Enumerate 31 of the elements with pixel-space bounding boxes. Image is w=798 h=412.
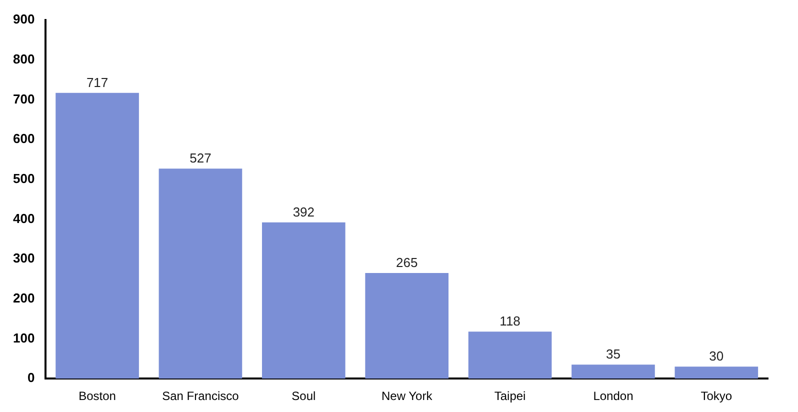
data-label: 118 [500, 314, 520, 329]
bar [365, 273, 449, 379]
y-tick-label: 300 [12, 250, 35, 266]
data-label: 527 [190, 150, 212, 166]
y-tick-label: 400 [12, 210, 35, 226]
x-tick-label: Tokyo [700, 389, 732, 404]
x-tick-label: Boston [78, 389, 116, 404]
bar [158, 168, 242, 379]
bar [56, 92, 139, 379]
data-label: 35 [606, 346, 620, 362]
y-tick-label: 200 [12, 290, 35, 306]
y-tick-label: 700 [12, 91, 35, 106]
data-label: 717 [86, 74, 108, 90]
bar [468, 332, 552, 379]
x-tick-label: London [593, 389, 634, 404]
data-label: 392 [292, 204, 315, 220]
x-tick-label: Soul [292, 389, 316, 404]
x-tick-label: San Francisco [162, 389, 240, 404]
y-tick-label: 900 [12, 12, 35, 27]
y-tick-label: 600 [12, 131, 35, 146]
y-tick-label: 0 [27, 370, 35, 386]
y-tick-label: 500 [12, 170, 35, 186]
data-label: 265 [396, 255, 418, 270]
bar [674, 366, 758, 379]
y-tick-label: 800 [12, 51, 35, 66]
bar [262, 222, 346, 379]
y-tick-label: 100 [12, 330, 35, 346]
x-tick-label: Taipei [494, 389, 526, 404]
bar [572, 364, 655, 379]
x-tick-label: New York [381, 389, 434, 404]
data-label: 30 [709, 348, 724, 364]
